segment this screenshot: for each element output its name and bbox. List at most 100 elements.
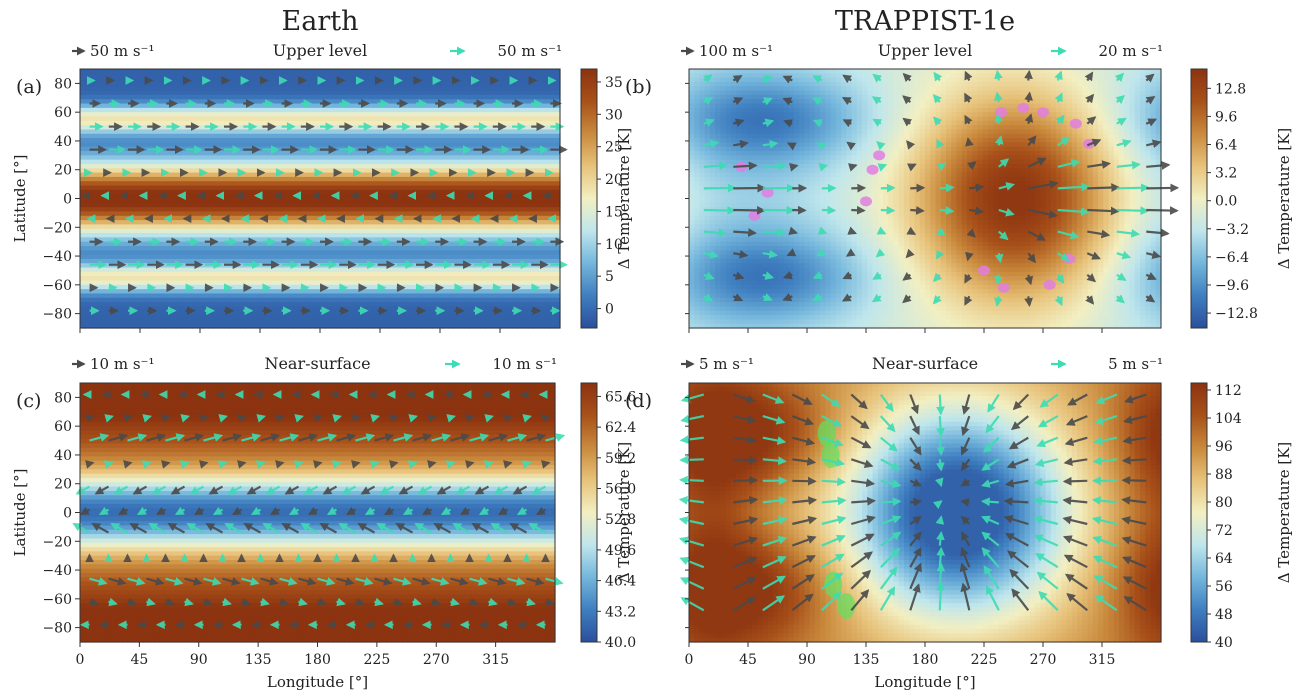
heat-cell (219, 138, 225, 143)
heat-cell (192, 134, 198, 139)
heat-cell (208, 319, 214, 324)
heat-cell (91, 160, 97, 165)
heat-cell (272, 203, 278, 208)
heat-cell (91, 268, 97, 273)
heat-cell (229, 121, 235, 126)
heat-cell (112, 220, 118, 225)
heat-cell (245, 211, 251, 216)
heat-cell (235, 112, 241, 117)
heat-cell (112, 319, 118, 324)
heat-cell (128, 220, 134, 225)
heat-cell (139, 319, 145, 324)
heat-cell (155, 302, 161, 307)
heat-cell (219, 116, 225, 121)
heat-cell (277, 203, 283, 208)
heat-cell (240, 108, 246, 113)
heat-cell (149, 203, 155, 208)
heat-cell (224, 268, 230, 273)
heat-cell (272, 121, 278, 126)
heat-cell (181, 315, 187, 320)
heat-cell (128, 95, 134, 100)
heat-cell (229, 276, 235, 281)
heat-cell (171, 302, 177, 307)
heat-cell (219, 173, 225, 178)
heat-cell (96, 116, 102, 121)
heat-cell (197, 233, 203, 238)
heat-cell (277, 246, 283, 251)
heat-cell (80, 82, 86, 87)
heat-cell (283, 69, 289, 74)
heat-cell (256, 293, 262, 298)
heat-cell (224, 155, 230, 160)
heat-cell (187, 281, 193, 286)
heat-cell (272, 220, 278, 225)
heat-cell (235, 155, 241, 160)
heat-cell (123, 164, 129, 169)
heat-cell (203, 319, 209, 324)
heat-cell (181, 151, 187, 156)
heat-cell (123, 173, 129, 178)
heat-cell (155, 211, 161, 216)
heat-cell (171, 82, 177, 87)
heat-cell (91, 177, 97, 182)
heat-cell (101, 259, 107, 264)
heat-cell (197, 281, 203, 286)
heat-cell (133, 255, 139, 260)
heat-cell (208, 121, 214, 126)
heat-cell (80, 285, 86, 290)
heat-cell (165, 160, 171, 165)
heat-cell (112, 69, 118, 74)
heat-cell (219, 91, 225, 96)
heat-cell (261, 268, 267, 273)
heat-cell (107, 142, 113, 147)
heat-cell (139, 177, 145, 182)
heat-cell (85, 164, 91, 169)
heat-cell (117, 190, 123, 195)
heat-cell (128, 138, 134, 143)
heat-cell (160, 285, 166, 290)
heat-cell (139, 164, 145, 169)
heat-cell (192, 86, 198, 91)
heat-cell (208, 134, 214, 139)
heat-cell (219, 168, 225, 173)
heat-cell (208, 186, 214, 191)
heat-cell (219, 207, 225, 212)
heat-cell (251, 129, 257, 134)
heat-cell (139, 138, 145, 143)
heat-cell (235, 108, 241, 113)
heat-cell (117, 311, 123, 316)
heat-cell (245, 160, 251, 165)
heat-cell (256, 181, 262, 186)
heat-cell (133, 73, 139, 78)
heat-cell (155, 69, 161, 74)
heat-cell (187, 272, 193, 277)
heat-cell (213, 190, 219, 195)
heat-cell (165, 203, 171, 208)
heat-cell (176, 177, 182, 182)
heat-cell (85, 181, 91, 186)
heat-cell (149, 173, 155, 178)
heat-cell (107, 207, 113, 212)
heat-cell (235, 246, 241, 251)
heat-cell (176, 281, 182, 286)
heat-cell (85, 229, 91, 234)
heat-cell (80, 69, 86, 74)
heat-cell (117, 155, 123, 160)
heat-cell (144, 168, 150, 173)
heat-cell (91, 186, 97, 191)
heat-cell (267, 276, 273, 281)
heat-cell (165, 268, 171, 273)
heat-cell (235, 91, 241, 96)
heat-cell (203, 121, 209, 126)
heat-cell (171, 151, 177, 156)
heat-cell (123, 129, 129, 134)
heat-cell (235, 190, 241, 195)
heat-cell (208, 207, 214, 212)
heat-cell (96, 233, 102, 238)
heat-cell (240, 155, 246, 160)
heat-cell (181, 272, 187, 277)
heat-cell (256, 78, 262, 83)
heat-cell (187, 250, 193, 255)
heat-cell (267, 164, 273, 169)
heat-cell (192, 207, 198, 212)
